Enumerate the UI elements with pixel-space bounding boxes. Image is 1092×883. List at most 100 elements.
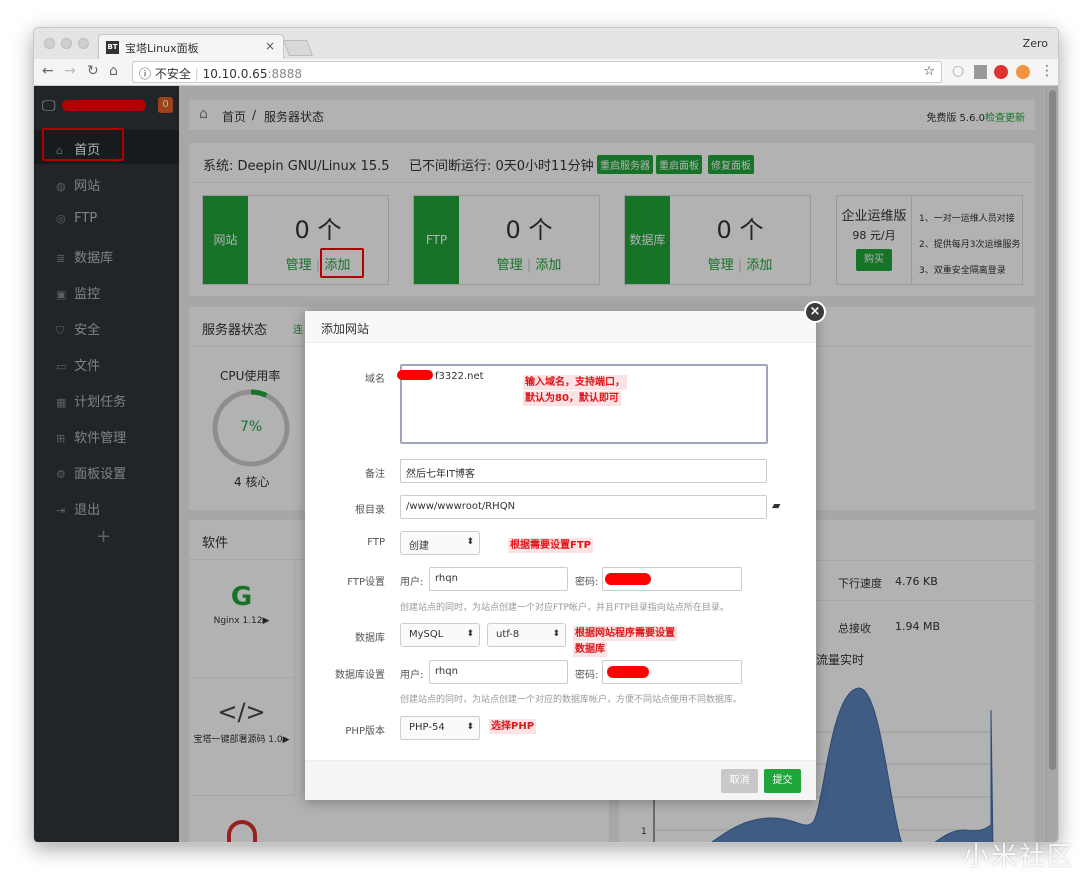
- url-port: :8888: [267, 67, 303, 81]
- manage-website-link[interactable]: 管理: [285, 258, 312, 273]
- ftp-select[interactable]: 创建: [400, 531, 480, 555]
- sidebar-item-ftp[interactable]: ◎ FTP: [56, 211, 98, 226]
- home-icon[interactable]: ⌂: [109, 63, 118, 79]
- extension-circle-icon[interactable]: ○: [952, 63, 965, 79]
- reload-icon[interactable]: ↻: [87, 63, 99, 79]
- software-title: 软件: [202, 536, 229, 551]
- profile-name[interactable]: Zero: [1022, 37, 1048, 50]
- domain-label: 域名: [365, 374, 385, 385]
- bookmark-star-icon[interactable]: ☆: [923, 64, 935, 79]
- note-input[interactable]: 然后七年IT博客: [400, 459, 767, 483]
- url-host: 10.10.0.65: [202, 67, 268, 81]
- ftp-annotation: 根据需要设置FTP: [508, 538, 593, 553]
- repair-panel-button[interactable]: 修复面板: [708, 155, 754, 174]
- globe-icon: ◍: [56, 180, 66, 193]
- code-icon: </>: [217, 698, 266, 726]
- cpu-cores: 4 核心: [234, 475, 270, 489]
- restart-panel-button[interactable]: 重启面板: [656, 155, 702, 174]
- database-charset-select[interactable]: utf-8: [487, 623, 566, 647]
- sidebar-item-files[interactable]: ▭ 文件: [56, 359, 101, 374]
- new-tab-button[interactable]: [283, 40, 313, 56]
- redacted-hostname: [62, 100, 146, 111]
- db-hint: 创建站点的同时，为站点创建一个对应的数据库帐户，方便不同站点使用不同数据库。: [400, 695, 743, 705]
- tab-bar: BT 宝塔Linux面板 × Zero: [34, 28, 1058, 59]
- page-scrollbar[interactable]: [1046, 86, 1058, 842]
- sidebar-item-monitor[interactable]: ▣ 监控: [56, 287, 101, 302]
- restart-server-button[interactable]: 重启服务器: [597, 155, 653, 174]
- ftp-user-input[interactable]: rhqn: [429, 567, 568, 591]
- sidebar-item-software[interactable]: ⊞ 软件管理: [56, 431, 127, 446]
- domain-annotation: 输入域名，支持端口，: [523, 375, 627, 390]
- security-label: 不安全: [154, 67, 191, 81]
- root-dir-input[interactable]: /www/wwwroot/RHQN: [400, 495, 767, 519]
- url-input[interactable]: ⓘ 不安全 | 10.10.0.65:8888 ☆: [132, 61, 942, 83]
- nginx-icon: G: [230, 582, 253, 612]
- sidebar-item-logout[interactable]: ⇥ 退出: [56, 503, 101, 518]
- add-website-link[interactable]: 添加: [324, 258, 351, 273]
- shield-icon: ⛉: [56, 324, 65, 337]
- home-icon: ⌂: [56, 144, 63, 157]
- folder-icon: ▭: [56, 360, 67, 373]
- submit-button[interactable]: 提交: [764, 769, 801, 793]
- software-name: Nginx 1.12▶: [213, 616, 270, 626]
- logout-icon: ⇥: [56, 504, 66, 517]
- sidebar-item-security[interactable]: ⛉ 安全: [56, 323, 101, 338]
- speed-gauge-icon: [227, 820, 257, 842]
- version-label: 免费版 5.6.0: [926, 113, 985, 124]
- status-link[interactable]: 连: [293, 325, 303, 336]
- manage-ftp-link[interactable]: 管理: [496, 258, 523, 273]
- card-label: FTP: [414, 196, 459, 284]
- notification-badge[interactable]: 0: [158, 97, 173, 113]
- cancel-button[interactable]: 取消: [721, 769, 758, 793]
- maximize-window-button[interactable]: [78, 38, 89, 49]
- close-dialog-icon[interactable]: ×: [804, 301, 826, 323]
- home-icon[interactable]: ⌂: [199, 106, 208, 122]
- ftp-user-label: 用户:: [400, 577, 424, 588]
- info-icon[interactable]: ⓘ: [139, 67, 152, 81]
- manage-database-link[interactable]: 管理: [707, 258, 734, 273]
- close-window-button[interactable]: [44, 38, 55, 49]
- y-tick-label: 1: [641, 827, 647, 837]
- buy-button[interactable]: 购买: [856, 249, 892, 271]
- back-icon[interactable]: ←: [42, 63, 54, 79]
- watermark: 小米社区: [963, 842, 1076, 872]
- sidebar-item-database[interactable]: ≣ 数据库: [56, 251, 114, 266]
- folder-open-icon[interactable]: ▰: [772, 499, 781, 512]
- ftp-icon: ◎: [56, 212, 66, 225]
- add-icon[interactable]: +: [96, 526, 112, 547]
- forward-icon[interactable]: →: [64, 63, 76, 79]
- browser-tab[interactable]: BT 宝塔Linux面板 ×: [98, 34, 284, 59]
- bt-logo-icon: BT: [106, 41, 119, 54]
- dialog-title: 添加网站: [305, 311, 816, 343]
- software-item-nginx[interactable]: G Nginx 1.12▶: [189, 560, 295, 678]
- sidebar-item-settings[interactable]: ⚙ 面板设置: [56, 467, 127, 482]
- database-type-select[interactable]: MySQL: [400, 623, 480, 647]
- sidebar-item-website[interactable]: ◍ 网站: [56, 179, 101, 194]
- sidebar-item-home[interactable]: ⌂ 首页: [34, 130, 179, 164]
- settings-icon: ⚙: [56, 468, 66, 481]
- root-dir-label: 根目录: [355, 505, 385, 516]
- software-name: 宝塔一键部署源码 1.0▶: [193, 735, 290, 745]
- php-annotation: 选择PHP: [489, 719, 537, 734]
- software-item-deploy[interactable]: </> 宝塔一键部署源码 1.0▶: [189, 678, 295, 796]
- extension-icon[interactable]: [974, 65, 987, 79]
- database-annotation-2: 数据库: [573, 642, 607, 657]
- add-database-link[interactable]: 添加: [746, 258, 773, 273]
- extension-oo-icon[interactable]: [1016, 65, 1030, 79]
- add-ftp-link[interactable]: 添加: [535, 258, 562, 273]
- check-update-link[interactable]: 检查更新: [985, 113, 1025, 124]
- db-user-input[interactable]: rhqn: [429, 660, 568, 684]
- php-version-select[interactable]: PHP-54: [400, 716, 480, 740]
- scrollbar-thumb[interactable]: [1049, 90, 1056, 770]
- tab-close-icon[interactable]: ×: [264, 39, 275, 53]
- breadcrumb: ⌂ 首页 / 服务器状态 免费版 5.6.0 检查更新: [189, 100, 1035, 130]
- ftp-card: FTP 0 个 管理 | 添加: [413, 195, 600, 285]
- database-annotation: 根据网站程序需要设置: [573, 626, 677, 641]
- adblock-icon[interactable]: [994, 65, 1008, 79]
- chart-title: 流量实时: [816, 653, 865, 667]
- website-card: 网站 0 个 管理 | 添加: [202, 195, 389, 285]
- menu-icon[interactable]: ⋮: [1040, 63, 1054, 79]
- minimize-window-button[interactable]: [61, 38, 72, 49]
- breadcrumb-home[interactable]: 首页: [222, 110, 247, 124]
- sidebar-item-cron[interactable]: ▦ 计划任务: [56, 395, 127, 410]
